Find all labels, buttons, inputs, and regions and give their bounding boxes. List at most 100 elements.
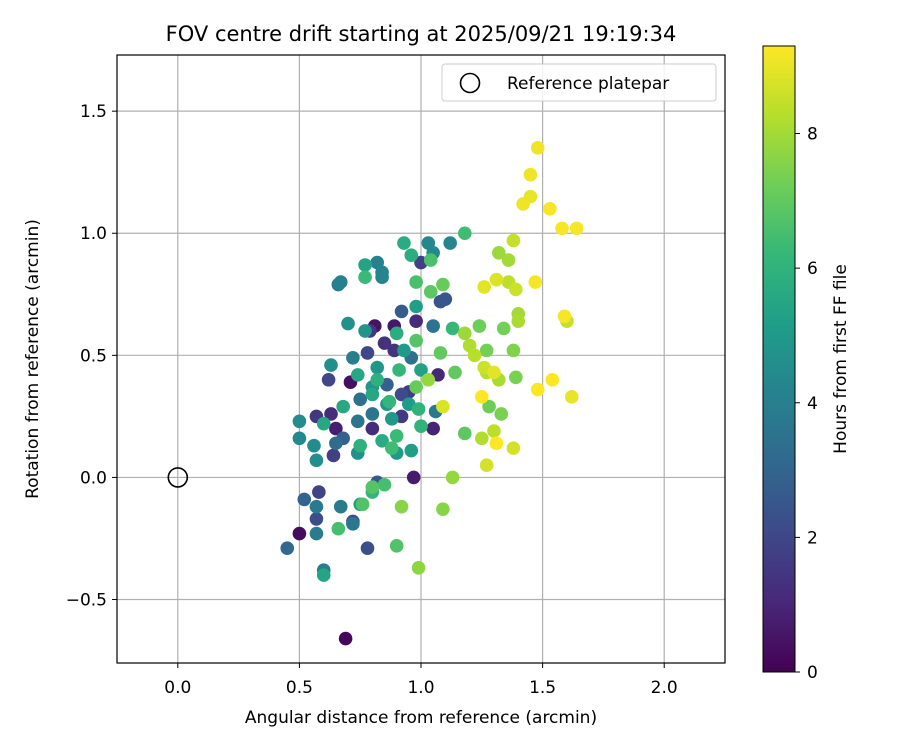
data-point (382, 394, 397, 409)
data-point (545, 372, 560, 387)
data-point (489, 436, 504, 451)
data-point (370, 360, 385, 375)
data-point (385, 441, 399, 455)
data-point (564, 390, 579, 404)
data-point (475, 431, 489, 446)
data-point (443, 236, 457, 250)
data-point (404, 443, 419, 458)
y-tick-label: −0.5 (66, 591, 107, 611)
data-point (457, 326, 472, 341)
data-point (394, 499, 409, 514)
legend-entry-reference: Reference platepar (507, 74, 669, 94)
colorbar-tick-label: 2 (807, 528, 818, 548)
data-point (324, 358, 338, 372)
data-point (292, 526, 307, 541)
data-point (365, 480, 380, 494)
data-point (312, 485, 326, 499)
data-point (411, 560, 426, 575)
y-axis-ticks: −0.5 0.0 0.5 1.0 1.5 (66, 102, 117, 611)
colorbar (762, 45, 796, 673)
data-point (365, 421, 380, 436)
data-point (309, 453, 324, 468)
data-point (479, 343, 494, 358)
data-point (397, 236, 411, 250)
data-point (569, 221, 584, 236)
colorbar-tick-label: 0 (807, 663, 818, 683)
data-point (389, 326, 404, 341)
data-point (346, 517, 360, 531)
data-point (394, 387, 409, 402)
colorbar-tick-label: 6 (807, 259, 818, 279)
colorbar-tick-label: 4 (807, 394, 818, 414)
data-point (394, 304, 409, 319)
data-point (333, 499, 348, 514)
data-point (353, 438, 368, 453)
x-tick-label: 0.0 (164, 678, 191, 698)
data-point (331, 521, 346, 536)
x-tick-label: 1.5 (529, 678, 556, 698)
data-point (389, 429, 404, 443)
data-point (409, 314, 423, 328)
data-point (309, 499, 324, 514)
data-point (445, 321, 460, 336)
legend-box (441, 63, 717, 102)
y-axis-label: Rotation from reference (arcmin) (23, 219, 43, 499)
data-point (360, 541, 375, 556)
data-point (307, 438, 321, 453)
data-point (501, 253, 516, 267)
data-point (477, 280, 492, 294)
data-point (389, 538, 404, 553)
data-point (516, 197, 530, 211)
y-tick-label: 0.5 (80, 346, 107, 366)
data-point (472, 319, 487, 333)
data-point (321, 372, 336, 387)
data-point (487, 424, 501, 438)
data-point (530, 140, 545, 155)
data-point (358, 258, 372, 272)
data-point (436, 399, 450, 414)
data-point (404, 248, 419, 263)
data-point (358, 270, 372, 285)
data-point (411, 402, 426, 416)
data-point (338, 631, 353, 646)
data-point (385, 412, 399, 426)
data-point (436, 502, 450, 516)
data-point (292, 431, 307, 446)
x-axis-label: Angular distance from reference (arcmin) (245, 708, 597, 728)
data-point (377, 336, 392, 350)
data-point (353, 392, 368, 407)
data-point (467, 348, 482, 363)
data-point (489, 272, 504, 287)
data-point (494, 407, 509, 421)
data-point (409, 333, 423, 348)
data-point (457, 226, 472, 241)
data-point (365, 407, 380, 421)
data-point (392, 363, 406, 377)
data-point (426, 421, 440, 436)
data-point (309, 526, 324, 541)
x-axis-ticks: 0.0 0.5 1.0 1.5 2.0 (164, 663, 678, 698)
data-point (555, 221, 569, 236)
data-point (475, 390, 489, 404)
data-point (350, 414, 365, 429)
data-point (350, 368, 365, 382)
grid (117, 55, 725, 663)
colorbar-ticks: 0 2 4 6 8 (795, 125, 818, 683)
data-point (360, 346, 375, 360)
data-point (479, 458, 494, 473)
data-point (509, 282, 523, 297)
data-point (316, 416, 331, 431)
data-point (370, 372, 385, 387)
data-point (414, 363, 428, 377)
data-point (433, 346, 448, 360)
data-point (329, 421, 343, 436)
data-point (530, 382, 545, 397)
y-tick-label: 1.5 (80, 102, 107, 122)
data-point (506, 233, 521, 248)
x-tick-label: 0.5 (286, 678, 313, 698)
data-point (333, 275, 348, 289)
data-point (445, 470, 460, 485)
data-point (377, 477, 392, 492)
data-point (409, 380, 423, 394)
data-point (523, 167, 538, 182)
